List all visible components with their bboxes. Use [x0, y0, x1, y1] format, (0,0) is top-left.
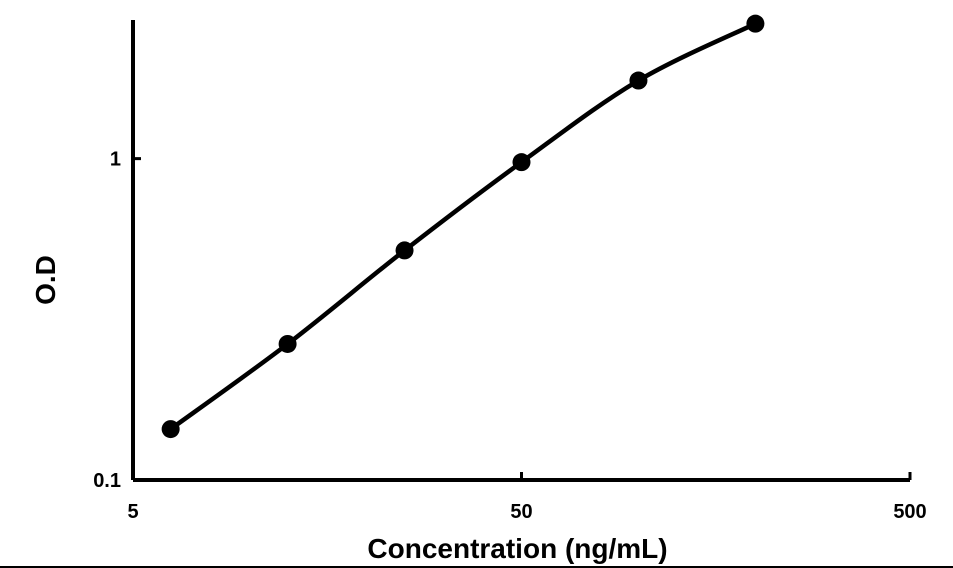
data-point — [161, 420, 180, 439]
axes — [131, 20, 910, 482]
data-point — [278, 334, 297, 353]
x-tick-label: 500 — [893, 501, 926, 523]
y-tick-label: 0.1 — [93, 470, 121, 492]
series — [161, 14, 765, 439]
data-point — [629, 71, 648, 90]
ticks: 5 50 500 0.1 1 — [93, 149, 927, 523]
bottom-border — [0, 566, 953, 568]
data-point — [512, 153, 531, 172]
data-point — [746, 14, 765, 33]
x-tick-label: 50 — [510, 501, 532, 523]
y-tick-label: 1 — [110, 149, 121, 171]
data-point — [395, 241, 414, 260]
series-line — [168, 21, 758, 432]
y-axis-title: O.D — [30, 255, 61, 305]
x-tick-label: 5 — [127, 501, 138, 523]
x-axis-title: Concentration (ng/mL) — [367, 533, 667, 564]
